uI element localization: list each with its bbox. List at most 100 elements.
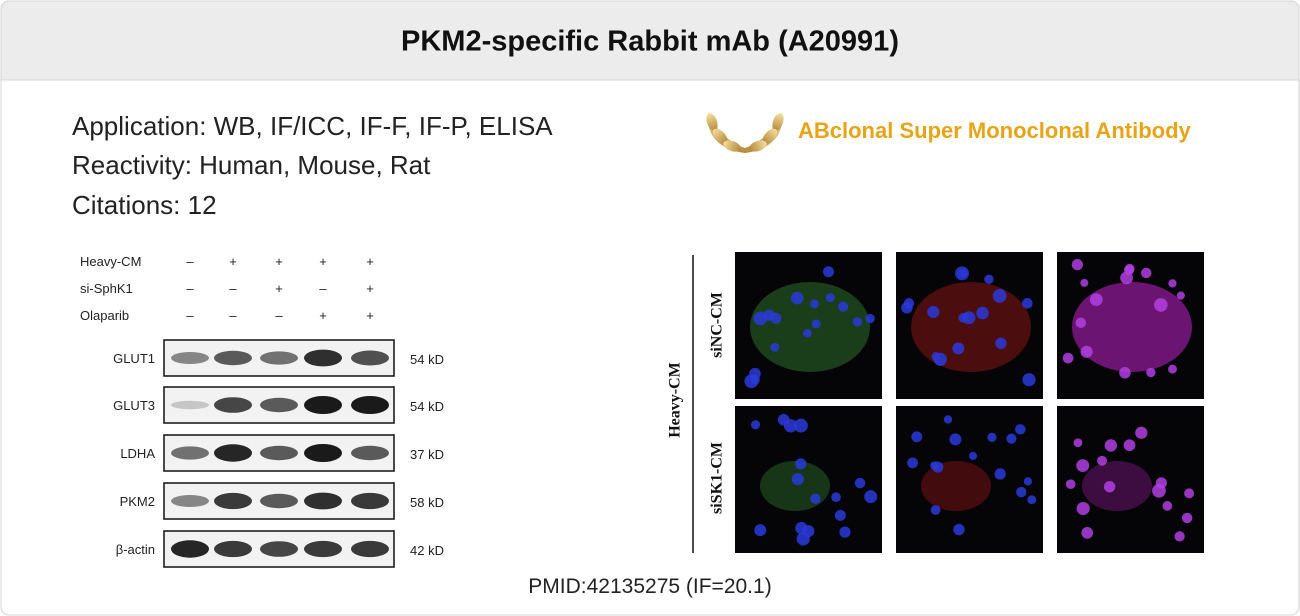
blot-band xyxy=(304,396,342,414)
if-nucleus xyxy=(1023,477,1032,486)
if-cell-stain xyxy=(1072,282,1192,372)
if-panel xyxy=(1057,406,1204,553)
if-nucleus xyxy=(955,266,969,281)
footer-citation: PMID:42135275 (IF=20.1) xyxy=(528,575,771,598)
if-nucleus xyxy=(795,458,807,470)
if-nucleus xyxy=(795,521,808,535)
if-nucleus xyxy=(1006,433,1017,444)
band-size: 42 kD xyxy=(410,543,444,558)
if-nucleus xyxy=(770,342,780,352)
if-nucleus xyxy=(825,293,835,303)
blot-band xyxy=(351,350,389,366)
if-nucleus xyxy=(1135,426,1148,439)
if-nucleus xyxy=(953,523,965,536)
title: PKM2-specific Rabbit mAb (A20991) xyxy=(401,26,899,58)
if-nucleus xyxy=(750,420,761,430)
if-nucleus xyxy=(1146,367,1156,378)
condition-sign: + xyxy=(229,254,237,269)
blot-band xyxy=(351,396,389,414)
band-label: GLUT3 xyxy=(113,398,155,413)
condition-sign: + xyxy=(319,308,327,323)
band-label: β-actin xyxy=(116,542,155,557)
condition-sign: – xyxy=(229,281,237,296)
condition-sign: + xyxy=(366,281,374,296)
blot-band xyxy=(214,492,252,510)
blot-band xyxy=(304,540,342,558)
if-nucleus xyxy=(1119,367,1131,379)
if-nucleus xyxy=(839,526,851,538)
if-nucleus xyxy=(811,319,821,329)
band-size: 54 kD xyxy=(410,399,444,414)
if-nucleus xyxy=(1016,486,1027,498)
if-nucleus xyxy=(901,301,913,314)
condition-sign: + xyxy=(275,254,283,269)
if-nucleus xyxy=(763,309,775,321)
blot-band xyxy=(304,444,342,462)
header-band xyxy=(0,0,1300,81)
band-label: LDHA xyxy=(120,446,155,461)
if-nucleus xyxy=(1022,373,1036,387)
if-panel-bg xyxy=(1057,406,1204,553)
condition-sign: – xyxy=(275,308,283,323)
blot-band xyxy=(214,397,252,413)
if-nucleus xyxy=(1080,278,1089,287)
if-nucleus xyxy=(1027,495,1037,505)
if-nucleus xyxy=(1075,317,1087,328)
condition-sign: + xyxy=(319,254,327,269)
condition-sign: – xyxy=(229,308,237,323)
if-nucleus xyxy=(754,524,767,537)
condition-sign: + xyxy=(366,254,374,269)
condition-sign: – xyxy=(319,281,327,296)
if-nucleus xyxy=(854,477,866,489)
if-row-label: siNC-CM xyxy=(709,292,726,358)
if-nucleus xyxy=(1081,527,1094,539)
if-nucleus xyxy=(958,313,969,323)
condition-label: Heavy-CM xyxy=(80,254,141,269)
if-panel xyxy=(735,252,882,399)
blot-band xyxy=(304,349,342,367)
if-nucleus xyxy=(930,505,941,515)
condition-label: Olaparib xyxy=(80,308,129,323)
if-nucleus xyxy=(793,418,808,433)
if-nucleus xyxy=(1015,424,1026,435)
if-nucleus xyxy=(987,432,997,443)
if-nucleus xyxy=(796,532,810,546)
band-label: GLUT1 xyxy=(113,351,155,366)
if-nucleus xyxy=(852,317,862,327)
if-nucleus xyxy=(831,492,841,502)
blot-band xyxy=(260,541,298,557)
blot-band xyxy=(351,445,389,461)
if-nucleus xyxy=(1123,439,1136,452)
blot-band xyxy=(260,397,298,413)
band-label: PKM2 xyxy=(120,494,155,509)
if-panel-bg xyxy=(896,252,1043,399)
if-panel xyxy=(735,406,882,553)
if-panel xyxy=(896,252,1043,399)
if-nucleus xyxy=(1065,479,1076,490)
blot-band xyxy=(214,540,252,558)
if-nucleus xyxy=(984,274,994,284)
band-size: 58 kD xyxy=(410,495,444,510)
blot-band xyxy=(214,444,252,462)
if-nucleus xyxy=(1097,455,1108,466)
if-nucleus xyxy=(1021,297,1033,309)
if-nucleus xyxy=(992,289,1007,303)
if-nucleus xyxy=(1168,364,1177,374)
badge-text: ABclonal Super Monoclonal Antibody xyxy=(798,118,1192,143)
if-nucleus xyxy=(968,451,978,461)
if-nucleus xyxy=(952,342,965,355)
if-nucleus xyxy=(810,493,821,505)
blot-band xyxy=(351,540,389,558)
if-nucleus xyxy=(1176,291,1185,300)
if-nucleus xyxy=(1076,459,1090,473)
citations: Citations: 12 xyxy=(72,190,217,220)
blot-band xyxy=(351,492,389,510)
if-nucleus xyxy=(1174,531,1185,542)
if-nucleus xyxy=(1062,352,1074,364)
band-size: 37 kD xyxy=(410,447,444,462)
band-size: 54 kD xyxy=(410,352,444,367)
blot-band xyxy=(171,495,209,507)
if-nucleus xyxy=(750,374,760,385)
if-nucleus xyxy=(907,457,918,469)
if-nucleus xyxy=(790,291,804,305)
